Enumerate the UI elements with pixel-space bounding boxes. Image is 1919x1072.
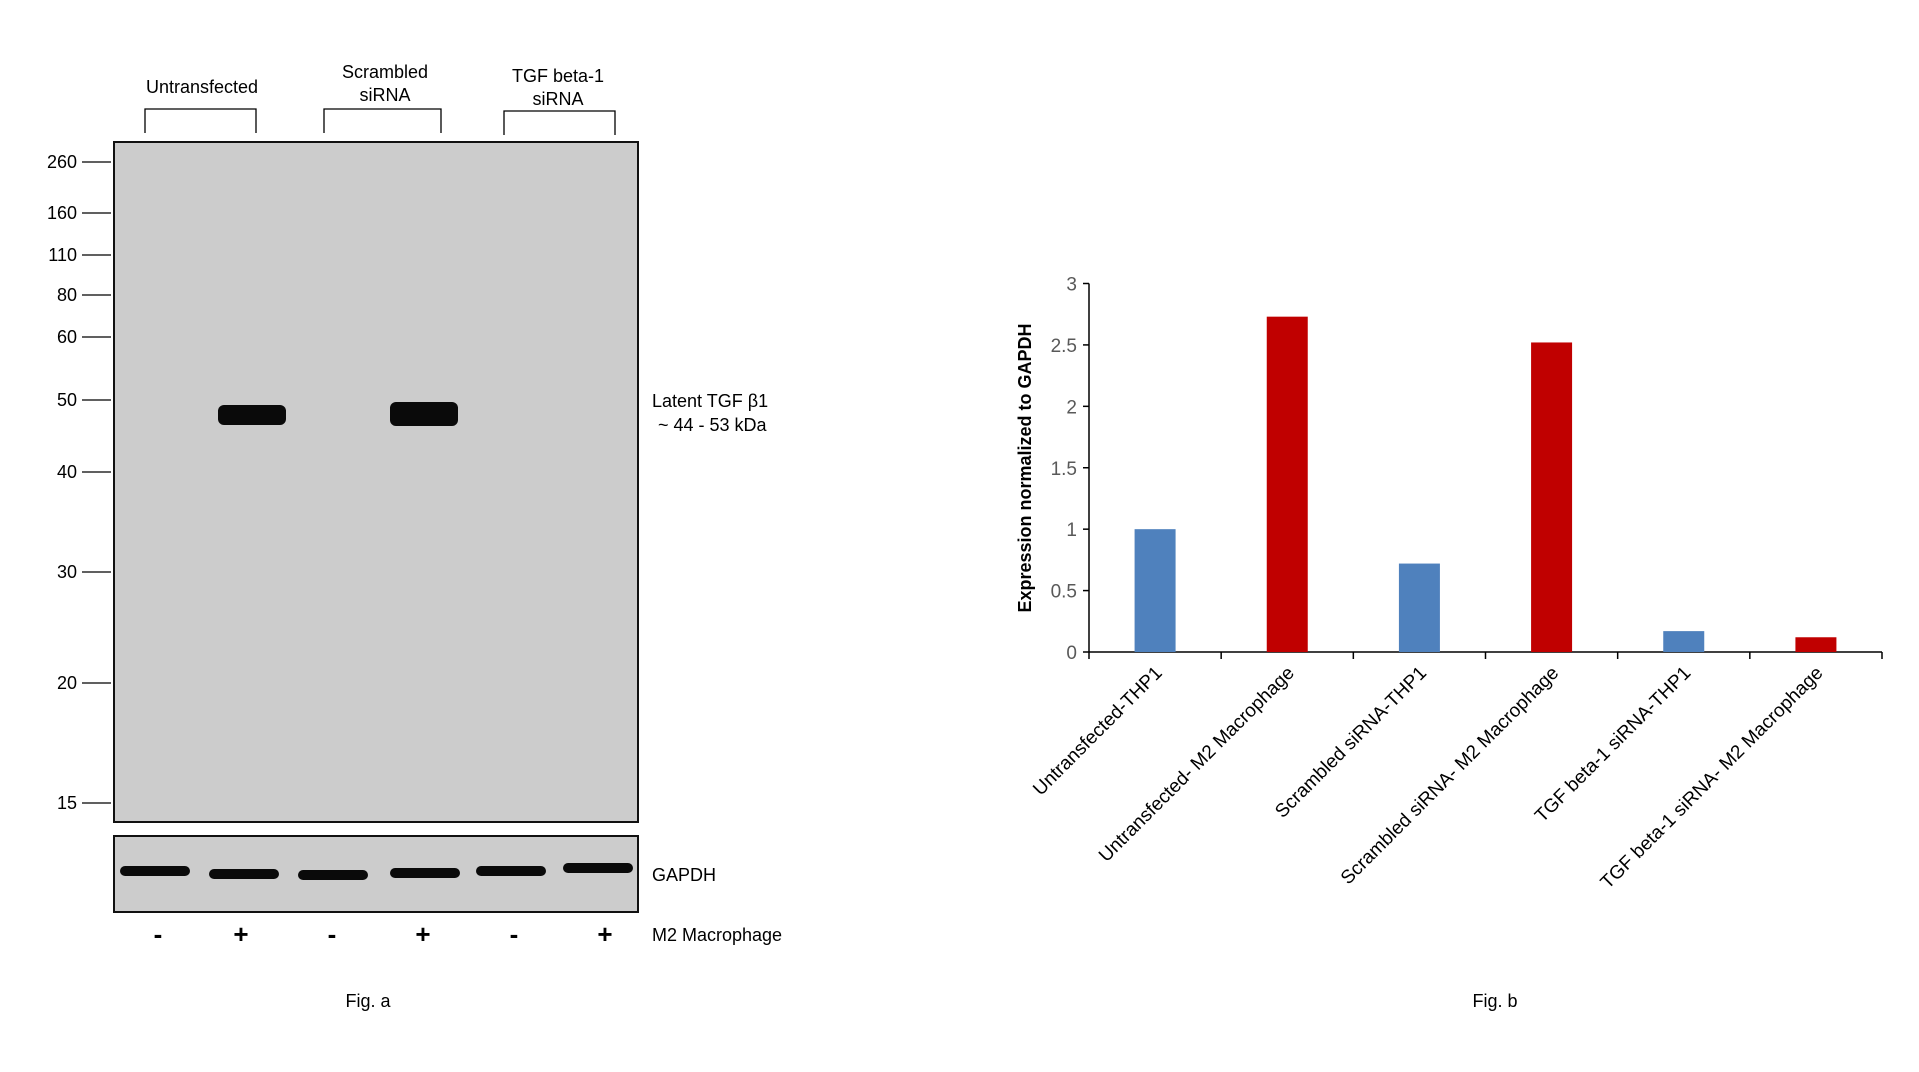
- bar: [1795, 637, 1837, 652]
- m2-sign: -: [328, 919, 337, 949]
- y-tick-label: 1: [1066, 520, 1077, 541]
- bar: [1134, 529, 1176, 652]
- x-tick-label: Scrambled siRNA- M2 Macrophage: [1337, 663, 1563, 889]
- mw-marker-label: 50: [57, 390, 77, 410]
- x-tick-label: Untransfected-THP1: [1029, 663, 1166, 800]
- m2-sign: +: [233, 919, 248, 949]
- mw-marker-label: 260: [47, 152, 77, 172]
- gapdh-label: GAPDH: [652, 865, 716, 885]
- m2-sign: -: [154, 919, 163, 949]
- m2-sign: +: [415, 919, 430, 949]
- gapdh-band: [209, 869, 279, 879]
- tgf-beta1-band-lane2: [218, 405, 286, 425]
- bar: [1266, 316, 1308, 652]
- y-tick-label: 0: [1066, 643, 1077, 664]
- mw-marker-label: 160: [47, 203, 77, 223]
- group-bracket: [503, 110, 616, 135]
- m2-sign: -: [510, 919, 519, 949]
- bar-chart: 00.511.522.53Untransfected-THP1Untransfe…: [1029, 275, 1883, 894]
- group-label-tgf-sirna: siRNA: [532, 89, 583, 109]
- mw-marker-label: 15: [57, 793, 77, 813]
- bar: [1531, 342, 1573, 652]
- y-tick-label: 0.5: [1051, 582, 1077, 603]
- blot-membrane: [113, 141, 639, 823]
- figure-a-caption: Fig. a: [345, 991, 391, 1011]
- x-tick-label: TGF beta-1 siRNA-THP1: [1531, 663, 1695, 827]
- y-tick-label: 1.5: [1051, 459, 1077, 480]
- group-label-untransfected: Untransfected: [146, 77, 258, 97]
- group-label-scrambled-sirna: siRNA: [359, 85, 410, 105]
- band-label-latent-tgf: Latent TGF β1: [652, 391, 768, 411]
- mw-marker-label: 80: [57, 285, 77, 305]
- group-bracket: [144, 108, 257, 133]
- mw-marker-label: 110: [48, 245, 77, 265]
- x-tick-label: Scrambled siRNA-THP1: [1271, 663, 1431, 823]
- group-label-scrambled: Scrambled: [342, 62, 428, 82]
- x-tick-label: TGF beta-1 siRNA- M2 Macrophage: [1597, 663, 1828, 894]
- mw-marker-label: 30: [57, 562, 77, 582]
- y-tick-label: 3: [1066, 275, 1077, 296]
- m2-sign: +: [597, 919, 612, 949]
- tgf-beta1-band-lane4: [390, 402, 458, 426]
- gapdh-band: [563, 863, 633, 873]
- gapdh-band: [390, 868, 460, 878]
- bar: [1663, 631, 1705, 652]
- y-tick-label: 2: [1066, 397, 1077, 418]
- mw-marker-label: 60: [57, 327, 77, 347]
- mw-marker-label: 40: [57, 462, 77, 482]
- m2-macrophage-label: M2 Macrophage: [652, 925, 782, 945]
- bar: [1398, 563, 1440, 652]
- group-label-tgf: TGF beta-1: [512, 66, 604, 86]
- gapdh-membrane: [113, 835, 639, 913]
- group-bracket: [323, 108, 442, 133]
- y-tick-label: 2.5: [1051, 336, 1077, 357]
- mw-marker-label: 20: [57, 673, 77, 693]
- figure-b-caption: Fig. b: [1472, 991, 1517, 1011]
- band-label-kda: ~ 44 - 53 kDa: [658, 415, 768, 435]
- gapdh-band: [298, 870, 368, 880]
- y-axis-label: Expression normalized to GAPDH: [1015, 323, 1035, 612]
- gapdh-band: [120, 866, 190, 876]
- gapdh-band: [476, 866, 546, 876]
